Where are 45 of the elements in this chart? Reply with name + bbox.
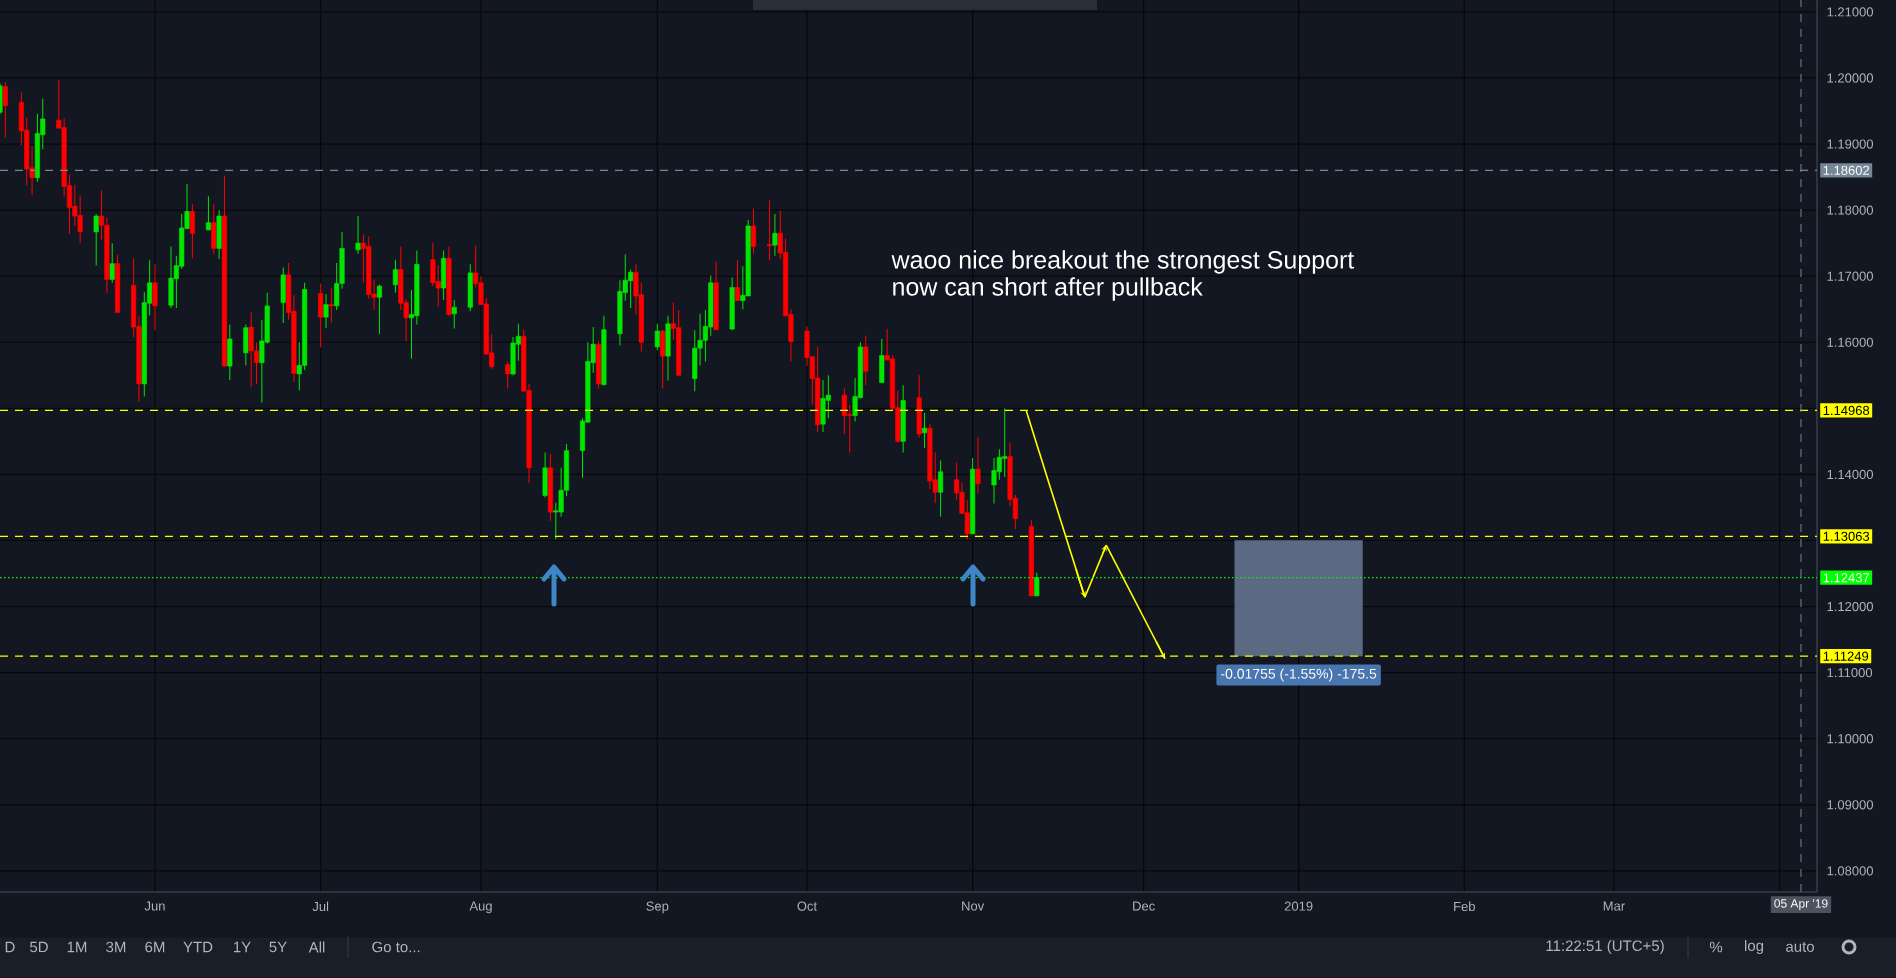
text: 3M [106,941,126,953]
y-tick-label: 1.10000 [1827,734,1874,744]
text: D [5,941,15,953]
x-tick-label: Mar [1603,901,1625,911]
text: YTD [183,941,213,953]
y-tick-label: 1.20000 [1827,73,1874,83]
text: auto [1786,942,1814,952]
y-tick-label: 1.11000 [1827,668,1873,678]
text: % [1709,941,1723,953]
x-tick-label: Dec [1133,901,1155,911]
text: Go to... [372,941,420,953]
text: 11:22:51 (UTC+5) [1546,940,1664,954]
y-tick-label: 1.14000 [1827,469,1874,480]
ref-line-label: 1.11249 [1823,651,1869,661]
y-tick-label: 1.18000 [1827,205,1874,215]
text: 1M [67,941,87,953]
x-tick-label: Jul [312,901,329,912]
x-tick-label: Jun [144,901,165,911]
text: 5Y [269,941,287,953]
y-tick-label: 1.21000 [1827,7,1874,17]
x-tick-label: Sep [646,901,669,914]
y-tick-label: 1.16000 [1827,337,1874,347]
x-tick-label: Aug [469,901,492,914]
text: 5D [30,941,48,953]
y-tick-label: 1.09000 [1827,800,1874,810]
text: All [308,941,325,953]
y-tick-label: 1.17000 [1827,271,1874,281]
y-tick-label: 1.08000 [1827,866,1874,876]
annotation: now can short after pullback [893,277,1203,301]
annotation: -0.01755 (-1.55%) -175.5 [1221,668,1377,682]
text: log [1745,940,1764,954]
ref-line-label: 05 Apr '19 [1774,899,1828,911]
y-tick-label: 1.12000 [1827,601,1874,612]
ref-line-label: 1.12437 [1823,573,1870,583]
text: 6M [145,941,165,953]
y-tick-label: 1.19000 [1827,139,1874,149]
ref-line-label: 1.18602 [1823,165,1870,175]
x-tick-label: Oct [797,901,817,911]
x-tick-label: Nov [962,901,985,911]
x-tick-label: 2019 [1284,901,1313,911]
ref-line-label: 1.13063 [1823,531,1870,541]
annotation: waoo nice breakout the strongest Support [891,250,1355,274]
text: 1Y [233,941,251,953]
ref-line-label: 1.14968 [1823,405,1870,416]
x-tick-label: Feb [1454,901,1475,912]
